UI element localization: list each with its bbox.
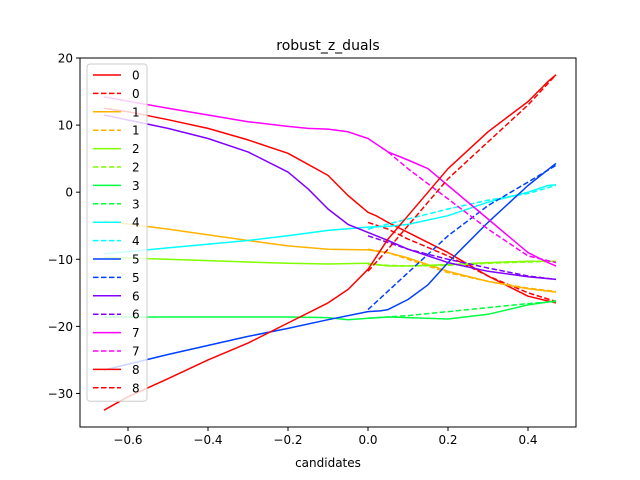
y-tick-label-1: 10 [58,119,73,133]
y-axis: 20 10 0 −10 −20 −30 [48,52,80,401]
series-line-16-solid [103,74,557,411]
series-line-6-solid [104,300,557,321]
chart-title: robust_z_duals [276,38,379,54]
series-line-1-dashed [367,221,557,303]
legend-label-11: 5 [132,271,140,285]
series-lines [103,74,557,411]
x-axis-label: candidates [295,456,361,470]
legend: 0 0 1 1 2 2 3 3 4 4 5 5 6 6 7 7 8 8 [86,63,148,402]
y-tick-label-5: −30 [48,387,73,401]
x-tick-label-4: 0.2 [438,433,457,447]
series-line-12-solid [103,114,557,281]
series-line-15-dashed [387,151,557,264]
y-tick-label-3: −10 [48,253,73,267]
y-tick-label-2: 0 [65,186,73,200]
legend-label-1: 0 [132,87,140,101]
legend-label-0: 0 [132,69,140,83]
series-line-13-dashed [367,235,557,281]
x-tick-label-2: −0.2 [273,433,302,447]
legend-label-2: 1 [132,105,140,119]
legend-label-16: 8 [132,363,140,377]
x-tick-label-0: −0.6 [113,433,142,447]
legend-label-5: 2 [132,161,140,175]
x-tick-label-5: 0.4 [518,433,537,447]
legend-label-15: 7 [132,345,140,359]
legend-label-4: 2 [132,142,140,156]
series-line-9-dashed [367,184,557,230]
x-axis: −0.6 −0.4 −0.2 0.0 0.2 0.4 [113,427,538,447]
legend-label-17: 8 [132,381,140,395]
series-line-4-solid [103,256,556,267]
series-line-8-solid [103,184,557,255]
plot-frame [79,57,577,428]
series-line-10-solid [103,162,557,371]
x-tick-label-1: −0.4 [193,433,222,447]
series-line-11-dashed [367,164,557,311]
legend-label-3: 1 [132,124,140,138]
series-line-17-dashed [367,74,557,272]
legend-label-14: 7 [132,326,140,340]
legend-label-9: 4 [132,234,140,248]
series-line-7-dashed [367,300,557,320]
legend-label-12: 6 [132,289,140,303]
legend-label-8: 4 [132,216,140,230]
legend-label-6: 3 [132,179,140,193]
legend-label-7: 3 [132,197,140,211]
series-line-0-solid [103,107,557,304]
legend-label-13: 6 [132,308,140,322]
legend-label-10: 5 [132,253,140,267]
series-line-14-solid [103,96,557,267]
y-tick-label-4: −20 [48,320,73,334]
series-line-3-dashed [367,248,557,293]
x-tick-label-3: 0.0 [358,433,377,447]
y-tick-label-0: 20 [58,52,73,66]
